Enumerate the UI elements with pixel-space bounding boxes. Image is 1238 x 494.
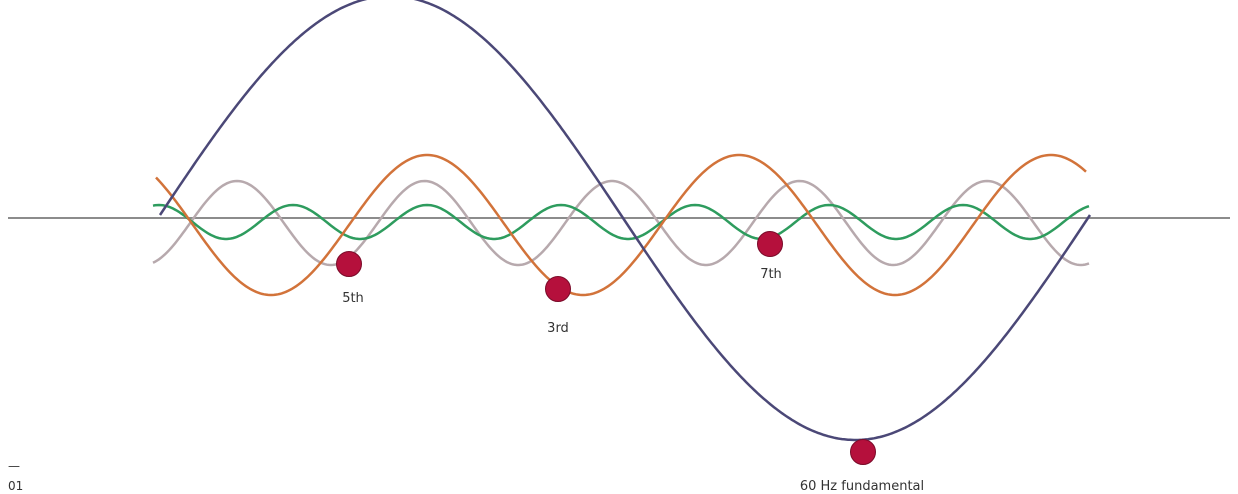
fundamental-wave	[158, 0, 1092, 442]
third-harmonic-label: 3rd	[547, 321, 569, 336]
figure-number: 01	[8, 479, 23, 493]
third-harmonic-wave	[155, 153, 1087, 297]
fundamental-label: 60 Hz fundamental	[800, 479, 924, 494]
fifth-harmonic-marker: 5th	[336, 251, 364, 306]
figure-dash: —	[8, 459, 20, 473]
seventh-harmonic-wave	[152, 203, 1090, 241]
seventh-harmonic-label: 7th	[760, 267, 782, 282]
seventh-harmonic-marker: 7th	[757, 231, 783, 282]
fifth-harmonic-wave	[152, 179, 1090, 267]
third-harmonic-marker: 3rd	[545, 276, 571, 336]
fundamental-marker: 60 Hz fundamental	[800, 439, 924, 494]
fifth-harmonic-label: 5th	[342, 291, 364, 306]
